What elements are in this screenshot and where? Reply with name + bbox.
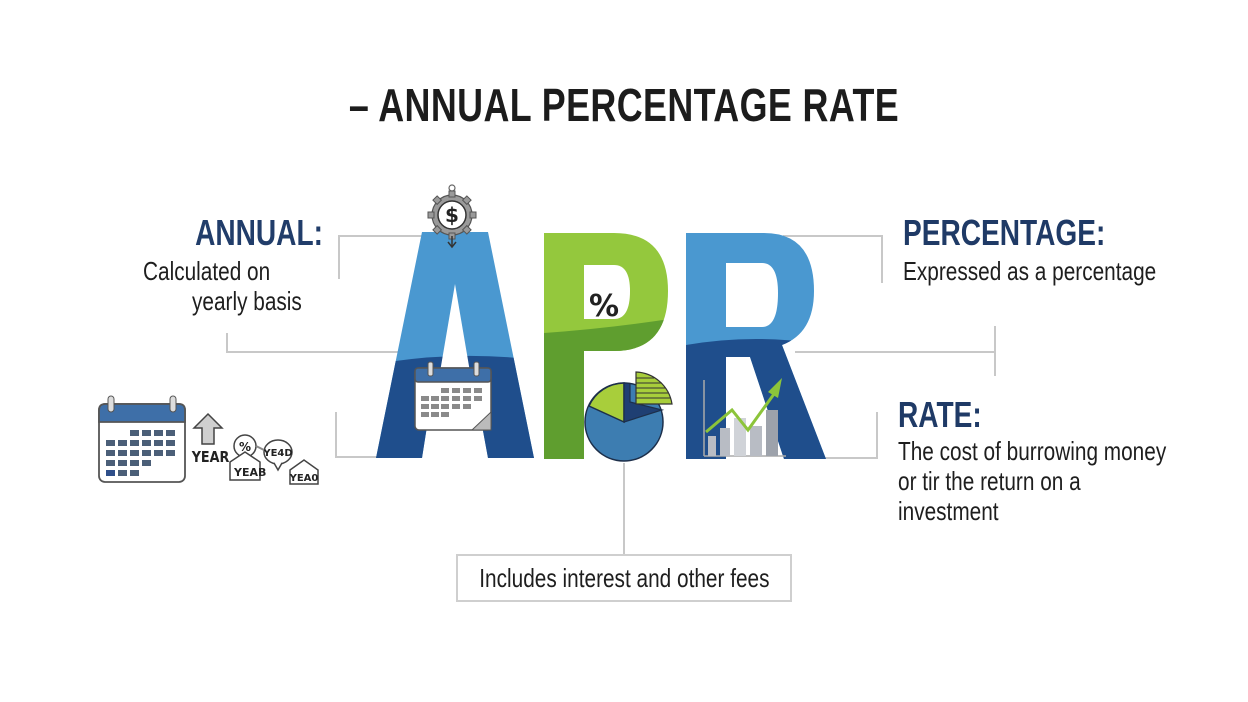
annual-description-line-2-wrap: yearly basis [192,286,329,316]
annual-section: ANNUAL: [159,214,323,252]
fees-note-box: Includes interest and other fees [456,554,792,602]
dollar-sign: $ [445,203,459,227]
annual-description-line-2: yearly basis [192,286,302,316]
page-title: – ANNUAL PERCENTAGE RATE [348,79,900,131]
fees-note-text: Includes interest and other fees [478,562,770,593]
annual-description: Calculated on [143,256,302,286]
rate-description-line-1: The cost of burrowing money [898,436,1167,466]
annual-heading: ANNUAL: [195,212,323,253]
percent-symbol: % [589,289,619,324]
dollar-gear-icon: $ [427,184,477,249]
percentage-description: Expressed as a percentage [903,256,1157,286]
pie-chart-icon [584,371,673,462]
year-label-2: YEAB [233,466,266,479]
percentage-heading: PERCENTAGE: [903,212,1106,253]
year-progression-icon: YEAR % YEAB YE4D YEA0 [191,412,319,485]
year-calendar-icon [98,395,186,483]
year-label-3: YE4D [262,448,292,459]
percentage-section: PERCENTAGE: Expressed as a percentage [903,212,1220,287]
annual-description-line-1: Calculated on [143,256,271,286]
year-label-1: YEAR [191,449,230,466]
rate-section: RATE: The cost of burrowing money or tir… [898,394,1233,527]
year-percent: % [239,440,251,454]
calendar-icon [414,361,492,431]
rate-description-line-2: or tir the return on a [898,466,1081,496]
year-label-4: YEA0 [289,473,319,484]
rate-heading: RATE: [898,394,982,435]
growth-chart-icon [703,378,786,457]
rate-description-line-3: investment [898,496,999,526]
